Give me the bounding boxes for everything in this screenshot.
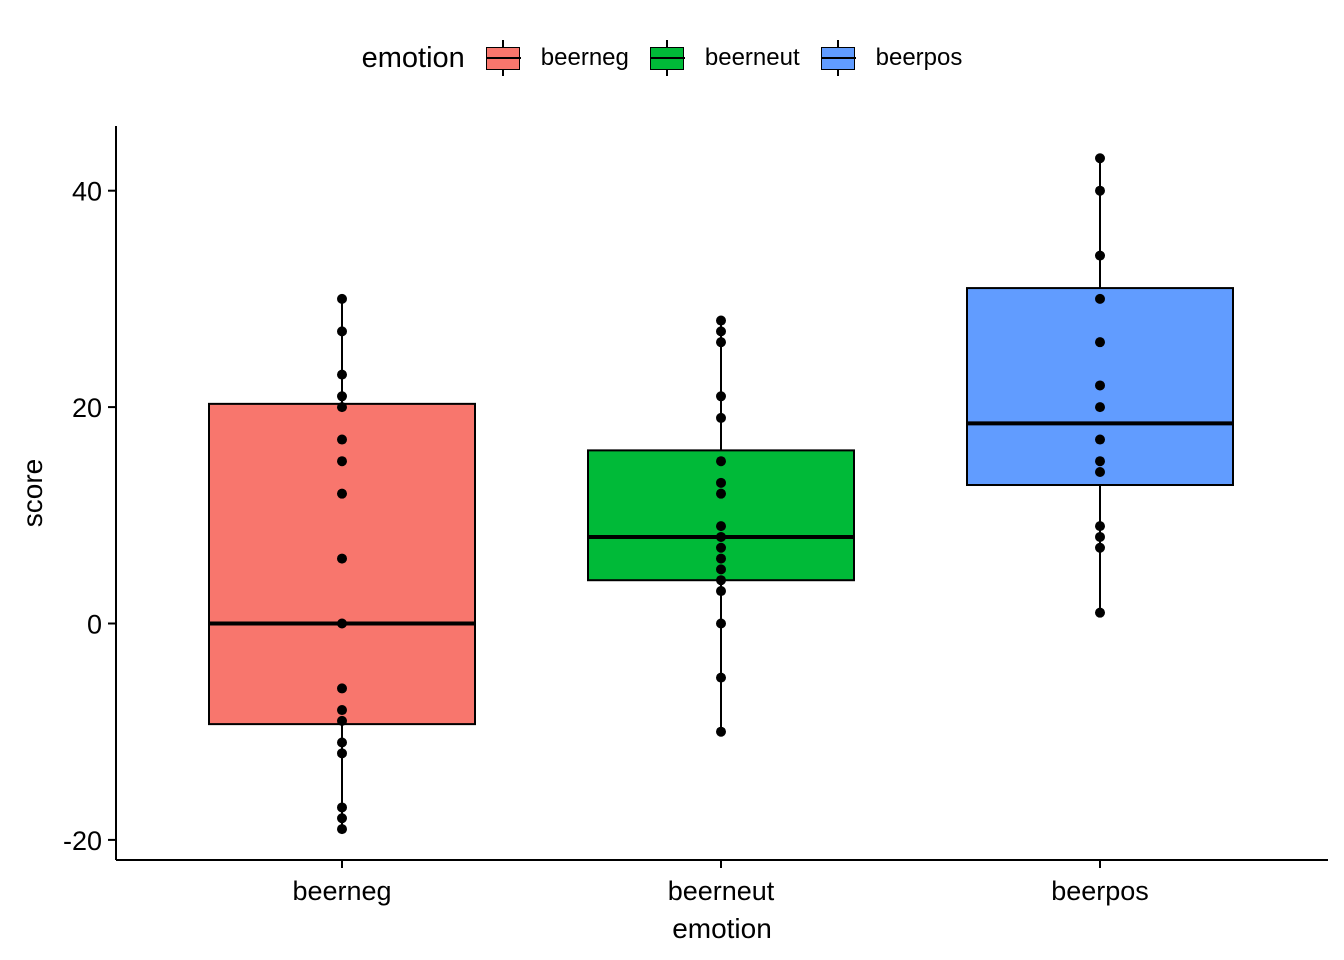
data-point-beerneut	[716, 586, 726, 597]
legend-item-beerneut: beerneut	[649, 40, 800, 76]
data-point-beerneut	[716, 553, 726, 564]
data-point-beerneut	[716, 337, 726, 348]
legend: emotion beerneg beerneut beerpos	[0, 36, 1344, 80]
legend-key-beerneg	[485, 40, 521, 76]
data-point-beerpos	[1095, 185, 1105, 196]
data-point-beerneg	[337, 705, 347, 716]
data-point-beerneg	[337, 488, 347, 499]
data-point-beerneut	[716, 412, 726, 423]
x-tick-label-beerneg: beerneg	[292, 876, 391, 906]
y-tick-label: 20	[72, 393, 102, 423]
data-point-beerneg	[337, 813, 347, 824]
data-point-beerpos	[1095, 434, 1105, 445]
data-point-beerneut	[716, 575, 726, 586]
data-point-beerneut	[716, 391, 726, 402]
data-point-beerpos	[1095, 542, 1105, 553]
data-point-beerneg	[337, 293, 347, 304]
data-point-beerneut	[716, 521, 726, 532]
data-point-beerpos	[1095, 380, 1105, 391]
data-point-beerneg	[337, 402, 347, 413]
legend-title: emotion	[361, 41, 465, 74]
legend-label-beerneut: beerneut	[704, 44, 800, 71]
data-point-beerneut	[716, 672, 726, 683]
data-point-beerneg	[337, 802, 347, 813]
data-point-beerneg	[337, 748, 347, 759]
data-point-beerneg	[337, 618, 347, 629]
data-point-beerneg	[337, 434, 347, 445]
legend-item-beerpos: beerpos	[820, 40, 963, 76]
data-point-beerneut	[716, 542, 726, 553]
x-tick-label-beerneut: beerneut	[668, 876, 775, 906]
data-point-beerneg	[337, 369, 347, 380]
legend-key-beerpos	[820, 40, 856, 76]
legend-label-beerneg: beerneg	[540, 44, 629, 71]
data-point-beerneg	[337, 391, 347, 402]
data-point-beerneg	[337, 326, 347, 337]
data-point-beerneg	[337, 824, 347, 835]
y-tick-label: 0	[87, 610, 102, 640]
data-point-beerneut	[716, 726, 726, 737]
data-point-beerpos	[1095, 531, 1105, 542]
box-beerneg	[208, 402, 476, 726]
data-point-beerpos	[1095, 337, 1105, 348]
x-axis-title: emotion	[672, 913, 772, 944]
data-point-beerpos	[1095, 607, 1105, 618]
data-point-beerneg	[337, 553, 347, 564]
data-point-beerpos	[1095, 467, 1105, 478]
data-point-beerneut	[716, 618, 726, 629]
legend-label-beerpos: beerpos	[875, 44, 963, 71]
data-point-beerpos	[1095, 456, 1105, 467]
data-point-beerpos	[1095, 250, 1105, 261]
data-point-beerneut	[716, 315, 726, 326]
x-tick-label-beerpos: beerpos	[1051, 876, 1149, 906]
data-point-beerneut	[716, 477, 726, 488]
data-point-beerneg	[337, 683, 347, 694]
y-tick-label: 40	[72, 177, 102, 207]
data-point-beerneut	[716, 531, 726, 542]
data-point-beerneg	[337, 456, 347, 467]
data-point-beerneut	[716, 456, 726, 467]
data-point-beerneut	[716, 326, 726, 337]
data-point-beerneg	[337, 737, 347, 748]
y-axis-title: score	[17, 459, 48, 527]
y-tick-label: -20	[63, 826, 102, 856]
data-point-beerpos	[1095, 402, 1105, 413]
data-point-beerpos	[1095, 293, 1105, 304]
legend-item-beerneg: beerneg	[485, 40, 629, 76]
data-point-beerpos	[1095, 153, 1105, 164]
legend-key-beerneut	[649, 40, 685, 76]
data-point-beerneut	[716, 564, 726, 575]
data-point-beerneut	[716, 488, 726, 499]
data-point-beerpos	[1095, 521, 1105, 532]
data-point-beerneg	[337, 715, 347, 726]
